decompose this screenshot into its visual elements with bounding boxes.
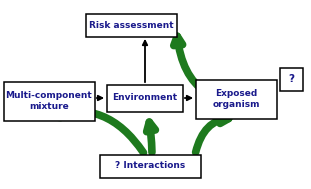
Text: Multi-component
mixture: Multi-component mixture xyxy=(6,91,92,111)
FancyBboxPatch shape xyxy=(3,81,95,121)
FancyBboxPatch shape xyxy=(280,67,303,91)
Text: ?: ? xyxy=(288,74,294,84)
Text: Risk assessment: Risk assessment xyxy=(89,20,173,29)
FancyBboxPatch shape xyxy=(100,154,201,177)
Text: Environment: Environment xyxy=(112,94,177,102)
Text: ? Interactions: ? Interactions xyxy=(115,161,185,170)
FancyBboxPatch shape xyxy=(86,13,177,36)
Text: Exposed
organism: Exposed organism xyxy=(212,89,260,109)
FancyBboxPatch shape xyxy=(196,80,276,119)
FancyBboxPatch shape xyxy=(106,84,183,112)
